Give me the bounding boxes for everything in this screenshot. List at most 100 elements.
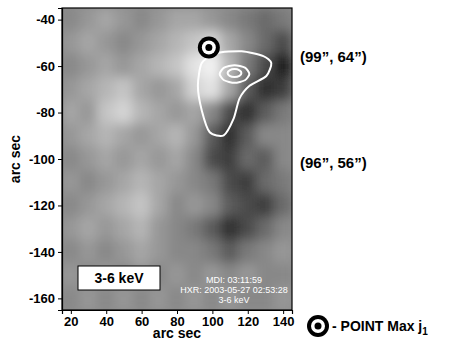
cells [62, 8, 292, 310]
cell [150, 147, 169, 171]
cell [185, 8, 204, 32]
cell [168, 100, 187, 124]
cell [168, 31, 187, 55]
cell [97, 8, 116, 32]
cell [97, 124, 116, 148]
tick: 60 [135, 310, 149, 329]
tick: -160 [29, 291, 62, 306]
cell [115, 8, 134, 32]
cell [274, 54, 292, 78]
tick-label: -60 [36, 59, 55, 74]
cell [132, 240, 151, 264]
cell [115, 193, 134, 217]
cell [238, 193, 257, 217]
cell [132, 100, 151, 124]
tick-label: 120 [237, 314, 259, 329]
cell [185, 77, 204, 101]
cell [97, 240, 116, 264]
tick-label: -100 [29, 152, 55, 167]
cell [132, 217, 151, 241]
marker-center [315, 323, 322, 330]
cell [256, 124, 275, 148]
cell [150, 54, 169, 78]
cell [79, 100, 98, 124]
cell [62, 54, 80, 78]
y-axis-title: arc sec [7, 135, 23, 183]
cell [62, 217, 80, 241]
cell [62, 240, 80, 264]
cell [168, 217, 187, 241]
cell [97, 77, 116, 101]
cell [168, 240, 187, 264]
tick-label: -80 [36, 105, 55, 120]
contour [220, 65, 250, 83]
plot: 20406080100120140-40-60-80-100-120-140-1… [29, 8, 295, 330]
cell [221, 147, 240, 171]
contour [228, 69, 242, 77]
marker-outer [198, 36, 220, 58]
cell [79, 170, 98, 194]
cell [115, 124, 134, 148]
cell [203, 77, 222, 101]
cell [97, 31, 116, 55]
cell [97, 170, 116, 194]
tick: 140 [273, 310, 295, 329]
cell [274, 217, 292, 241]
legend-marker [307, 315, 329, 337]
cell [168, 124, 187, 148]
cell [150, 31, 169, 55]
cell [79, 147, 98, 171]
cell [132, 193, 151, 217]
cell [150, 240, 169, 264]
cell [221, 217, 240, 241]
cell [97, 100, 116, 124]
cell [132, 77, 151, 101]
contour [198, 51, 271, 136]
cell [256, 193, 275, 217]
cell [238, 240, 257, 264]
cell [79, 77, 98, 101]
tick-label: 40 [99, 314, 113, 329]
cell [97, 193, 116, 217]
y-axis: -40-60-80-100-120-140-160 [29, 9, 63, 311]
cell [274, 193, 292, 217]
cell [168, 147, 187, 171]
cell [132, 170, 151, 194]
marker-center [205, 44, 212, 51]
cell [79, 31, 98, 55]
caption-line: 3-6 keV [218, 295, 249, 305]
plot-frame [62, 8, 292, 310]
cell [150, 217, 169, 241]
cell [238, 124, 257, 148]
cell [168, 8, 187, 32]
cell [79, 217, 98, 241]
legend-subscript: 1 [422, 326, 428, 337]
cell [79, 193, 98, 217]
cell [203, 100, 222, 124]
label-box [78, 266, 160, 290]
cell [150, 77, 169, 101]
tick: -60 [36, 59, 62, 74]
plot-area [62, 8, 292, 310]
cell [115, 31, 134, 55]
cell [256, 170, 275, 194]
cell [203, 240, 222, 264]
cell [132, 8, 151, 32]
cell [274, 147, 292, 171]
tick: -140 [29, 245, 62, 260]
cell [274, 77, 292, 101]
cell [62, 100, 80, 124]
cell [62, 8, 80, 32]
cell [238, 8, 257, 32]
tick: -120 [29, 198, 62, 213]
tick: 100 [202, 310, 224, 329]
cell [274, 8, 292, 32]
caption-line: HXR: 2003-05-27 02:53:28 [180, 285, 288, 295]
cell [115, 217, 134, 241]
cell [97, 147, 116, 171]
cell [203, 147, 222, 171]
cell [238, 170, 257, 194]
marker-ring [311, 319, 325, 333]
tick-label: 100 [202, 314, 224, 329]
cell [150, 8, 169, 32]
